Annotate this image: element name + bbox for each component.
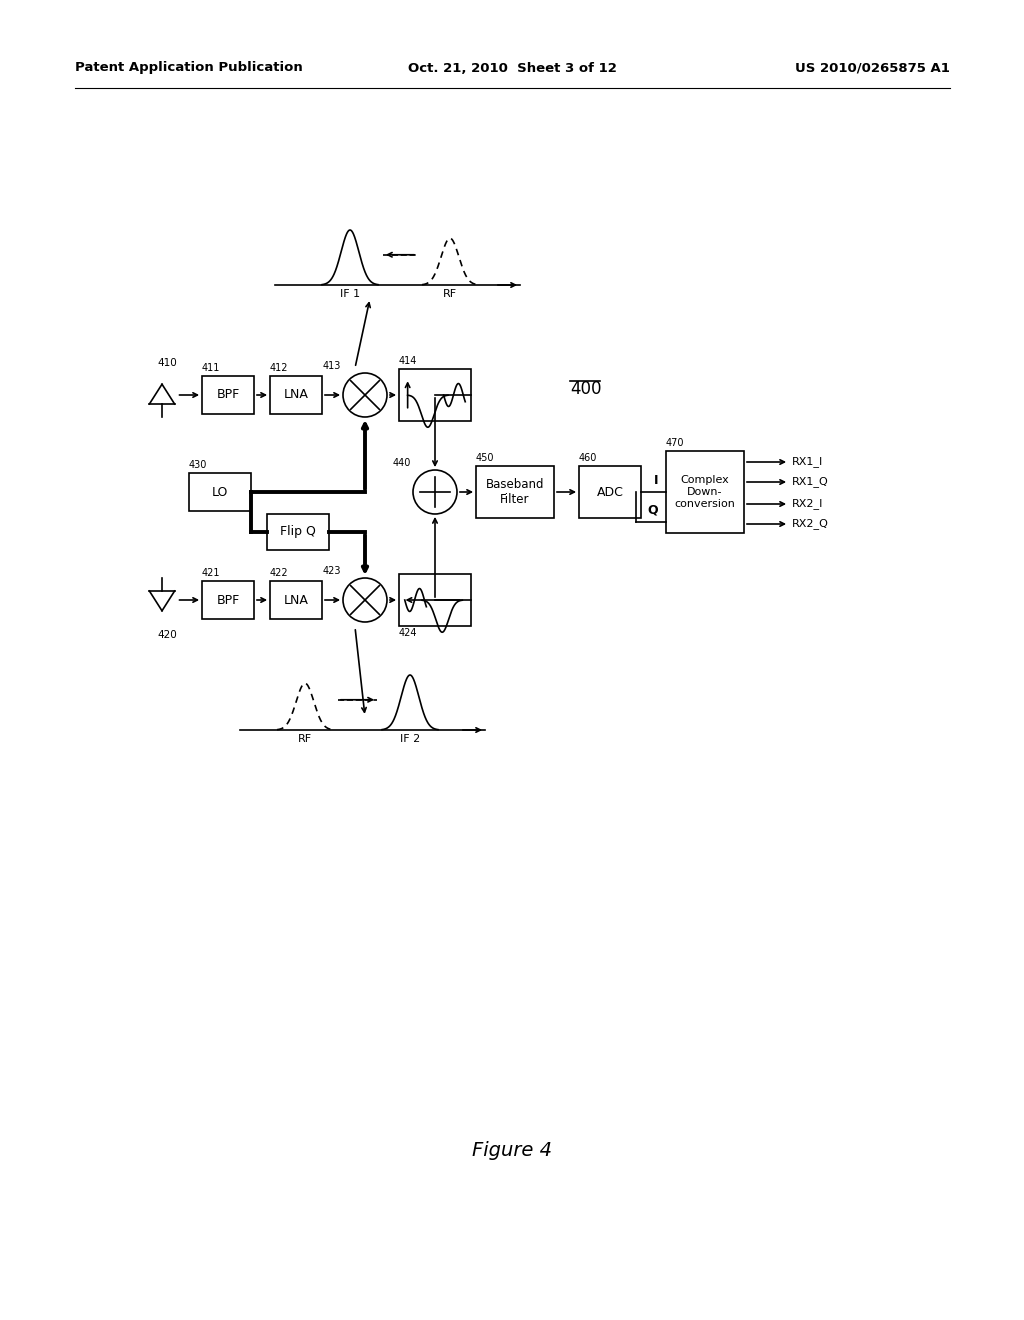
Text: LNA: LNA (284, 594, 308, 606)
Text: Oct. 21, 2010  Sheet 3 of 12: Oct. 21, 2010 Sheet 3 of 12 (408, 62, 616, 74)
Text: 440: 440 (392, 458, 411, 469)
Text: 424: 424 (399, 628, 418, 638)
Text: Complex
Down-
conversion: Complex Down- conversion (675, 475, 735, 508)
Text: IF 1: IF 1 (340, 289, 360, 300)
Text: 411: 411 (202, 363, 220, 374)
Text: 460: 460 (579, 453, 597, 463)
Text: 400: 400 (570, 380, 601, 399)
Bar (270, 581, 322, 619)
Bar (476, 466, 554, 517)
Bar (202, 376, 254, 414)
Text: ADC: ADC (597, 486, 624, 499)
Text: 420: 420 (157, 630, 177, 640)
Bar (579, 466, 641, 517)
Text: US 2010/0265875 A1: US 2010/0265875 A1 (795, 62, 950, 74)
Bar (666, 451, 744, 533)
Text: 410: 410 (157, 358, 177, 368)
Circle shape (343, 578, 387, 622)
Text: RX2_I: RX2_I (792, 499, 823, 510)
Text: 413: 413 (323, 360, 341, 371)
Bar (202, 581, 254, 619)
Text: LNA: LNA (284, 388, 308, 401)
Text: I: I (653, 474, 658, 487)
Text: Flip Q: Flip Q (280, 525, 316, 539)
Bar (399, 370, 471, 421)
Text: Patent Application Publication: Patent Application Publication (75, 62, 303, 74)
Text: 470: 470 (666, 438, 684, 447)
Bar (399, 574, 471, 626)
Text: 412: 412 (270, 363, 289, 374)
Text: 421: 421 (202, 568, 220, 578)
Text: Q: Q (647, 503, 658, 516)
Text: 450: 450 (476, 453, 495, 463)
Text: RF: RF (443, 289, 457, 300)
Text: 423: 423 (323, 566, 341, 576)
Text: BPF: BPF (216, 594, 240, 606)
Text: RF: RF (298, 734, 312, 744)
Text: Figure 4: Figure 4 (472, 1140, 552, 1159)
Text: RX2_Q: RX2_Q (792, 519, 828, 529)
Text: 430: 430 (189, 459, 208, 470)
Circle shape (343, 374, 387, 417)
Bar (267, 513, 329, 550)
Circle shape (413, 470, 457, 513)
Text: RX1_Q: RX1_Q (792, 477, 828, 487)
Text: LO: LO (212, 486, 228, 499)
Text: 414: 414 (399, 356, 418, 366)
Text: RX1_I: RX1_I (792, 457, 823, 467)
Text: 422: 422 (270, 568, 289, 578)
Text: IF 2: IF 2 (400, 734, 420, 744)
Text: Baseband
Filter: Baseband Filter (485, 478, 544, 506)
Bar (189, 473, 251, 511)
Text: BPF: BPF (216, 388, 240, 401)
Bar (270, 376, 322, 414)
